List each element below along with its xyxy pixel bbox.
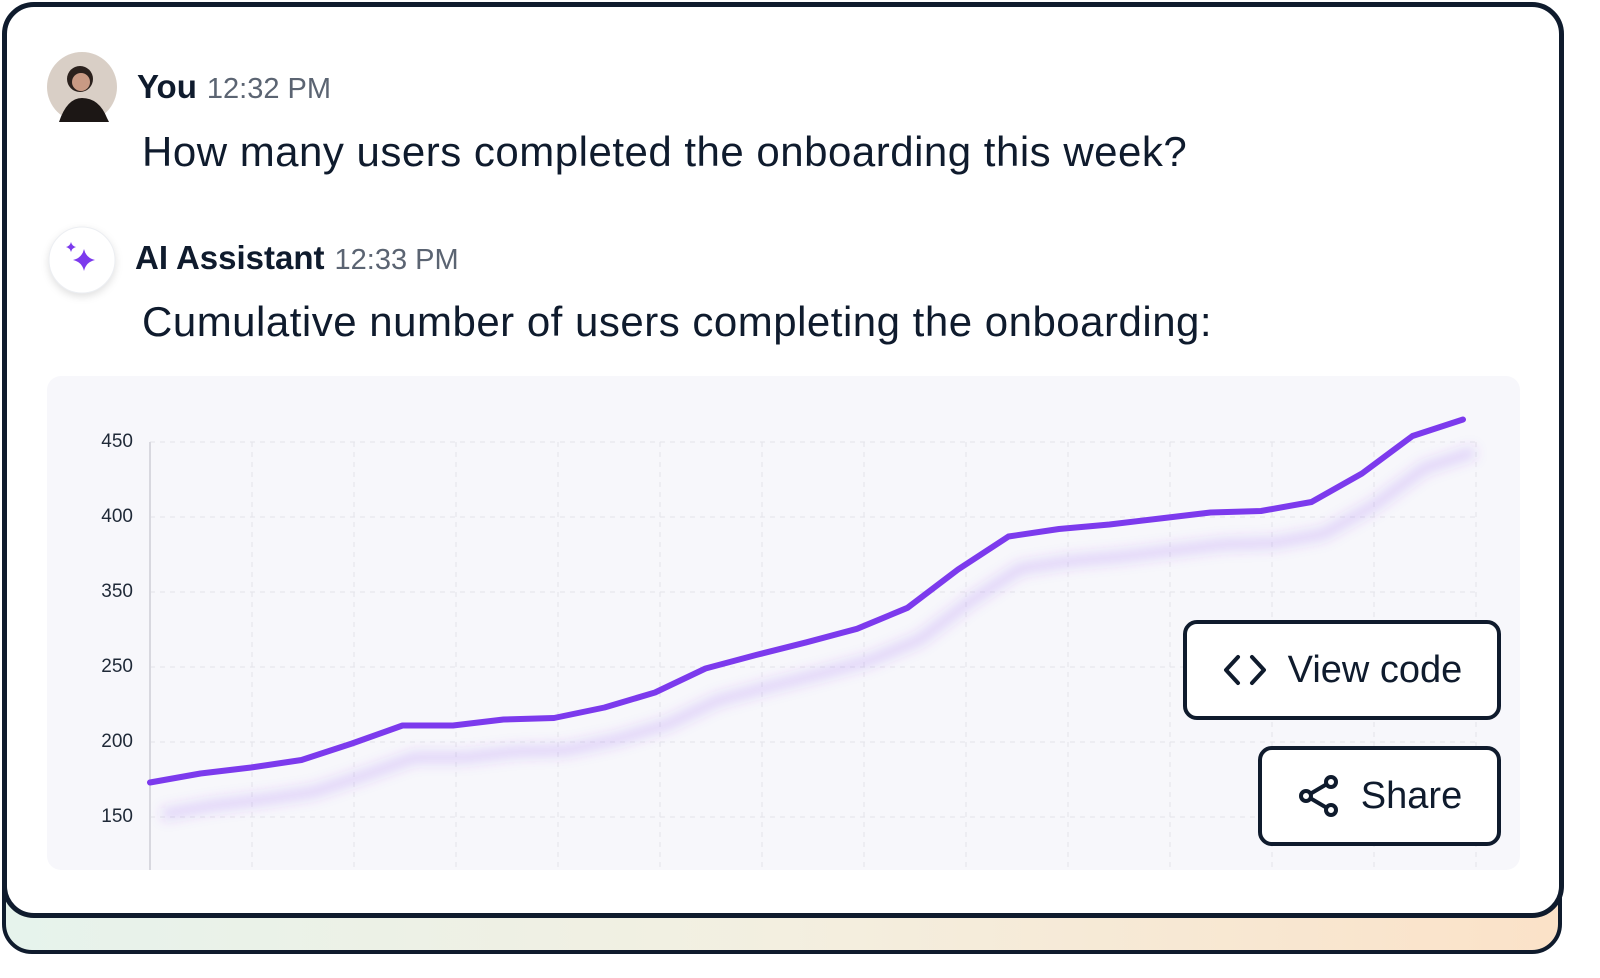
y-tick-label: 450 <box>101 431 133 452</box>
message-text: Cumulative number of users completing th… <box>142 298 1213 345</box>
user-avatar <box>47 52 117 122</box>
y-tick-label: 400 <box>101 506 133 527</box>
message-header: AI Assistant 12:33 PM <box>135 239 459 277</box>
view-code-button[interactable]: View code <box>1183 620 1501 720</box>
timestamp: 12:32 PM <box>206 73 332 105</box>
code-icon <box>1223 655 1266 685</box>
button-label: View code <box>1287 648 1463 691</box>
line-glow <box>160 445 1477 821</box>
author: AI Assistant <box>135 239 325 276</box>
assistant-avatar <box>48 226 116 294</box>
button-label: Share <box>1360 774 1463 817</box>
share-button[interactable]: Share <box>1258 746 1501 846</box>
chart-background <box>47 376 1520 870</box>
message-header: You 12:32 PM <box>137 68 331 106</box>
timestamp: 12:33 PM <box>334 244 459 276</box>
line <box>147 416 1466 786</box>
y-tick-label: 200 <box>101 731 133 752</box>
message-text: How many users completed the onboarding … <box>142 128 1188 175</box>
y-tick-label: 350 <box>101 581 133 602</box>
share-icon <box>1298 775 1338 817</box>
y-tick-label: 250 <box>101 656 133 677</box>
author: You <box>137 68 197 105</box>
y-tick-label: 150 <box>101 806 133 827</box>
